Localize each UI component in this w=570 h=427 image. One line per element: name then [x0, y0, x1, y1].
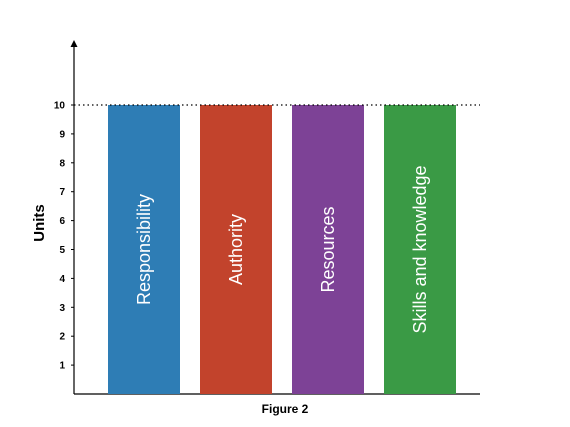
y-tick-label: 1: [59, 361, 65, 372]
y-axis-label: Units: [31, 204, 48, 242]
y-tick-label: 9: [59, 129, 65, 140]
y-tick-label: 3: [59, 303, 65, 314]
figure-caption: Figure 2: [261, 402, 309, 416]
y-ticks: 1 2 3 4 5 6 7 8 9 10: [54, 101, 74, 372]
bar-label: Resources: [318, 206, 338, 292]
chart-bars: Responsibility Authority Resources Skills a…: [108, 105, 456, 394]
y-tick-label: 8: [59, 158, 65, 169]
bar-label: Authority: [226, 214, 246, 285]
y-tick-label: 10: [54, 101, 66, 112]
bar-resources: [292, 105, 364, 394]
bar-label: Responsibility: [134, 194, 154, 305]
bar-responsibility: [108, 105, 180, 394]
bar-authority: [200, 105, 272, 394]
bar-skills-and-knowledge: [384, 105, 456, 394]
y-tick-label: 5: [59, 245, 65, 256]
y-tick-label: 2: [59, 332, 65, 343]
y-tick-label: 7: [59, 187, 65, 198]
y-axis-arrow-icon: [70, 40, 78, 47]
y-tick-label: 6: [59, 216, 65, 227]
bar-label: Skills and knowledge: [410, 165, 430, 333]
y-tick-label: 4: [59, 274, 65, 285]
